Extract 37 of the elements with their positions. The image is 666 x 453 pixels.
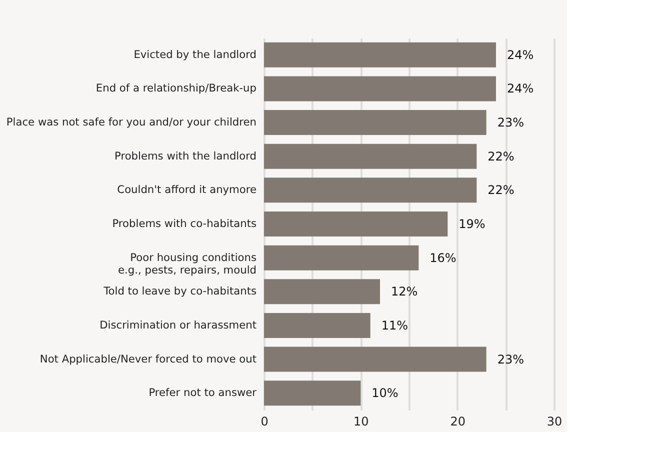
data-label: 19% xyxy=(458,217,486,231)
y-tick-label: Place was not safe for you and/or your children xyxy=(6,116,256,129)
x-tick-label: 30 xyxy=(546,414,562,428)
bar xyxy=(264,312,370,338)
data-label: 23% xyxy=(497,352,524,366)
data-label: 12% xyxy=(391,284,418,299)
y-tick-label: Evicted by the landlord xyxy=(134,48,256,61)
bar xyxy=(264,42,496,68)
y-tick-label: Told to leave by co-habitants xyxy=(102,286,256,298)
y-tick-label: Prefer not to answer xyxy=(148,387,258,400)
y-tick-label: Problems with co-habitants xyxy=(112,218,256,230)
y-tick-label: Not Applicable/Never forced to move out xyxy=(40,353,256,366)
x-tick-label: 10 xyxy=(354,414,369,428)
bar xyxy=(264,212,448,236)
y-tick-label: End of a relationship/Break-up xyxy=(96,82,257,95)
data-label: 24% xyxy=(507,48,534,62)
bar xyxy=(264,110,486,136)
bar xyxy=(264,178,477,203)
data-label: 22% xyxy=(488,149,514,164)
y-tick-label: Couldn't afford it anymore xyxy=(117,184,256,196)
data-label: 22% xyxy=(488,183,514,198)
data-label: 10% xyxy=(372,386,398,400)
bar xyxy=(264,380,361,406)
data-label: 24% xyxy=(507,82,534,96)
data-label: 11% xyxy=(381,318,408,332)
data-label: 23% xyxy=(497,116,524,130)
x-tick-label: 0 xyxy=(260,414,268,428)
bar xyxy=(264,279,380,304)
y-tick-label: Discrimination or harassment xyxy=(100,319,256,332)
data-label: 16% xyxy=(430,250,456,265)
x-tick-label: 20 xyxy=(450,414,466,428)
bar xyxy=(264,76,496,102)
bar xyxy=(264,346,486,372)
bar xyxy=(264,245,419,270)
y-tick-label: Poor housing conditions e.g., pests, repairs, mould xyxy=(118,252,256,276)
y-tick-label: Problems with the landlord xyxy=(114,150,256,162)
bar xyxy=(264,144,477,169)
